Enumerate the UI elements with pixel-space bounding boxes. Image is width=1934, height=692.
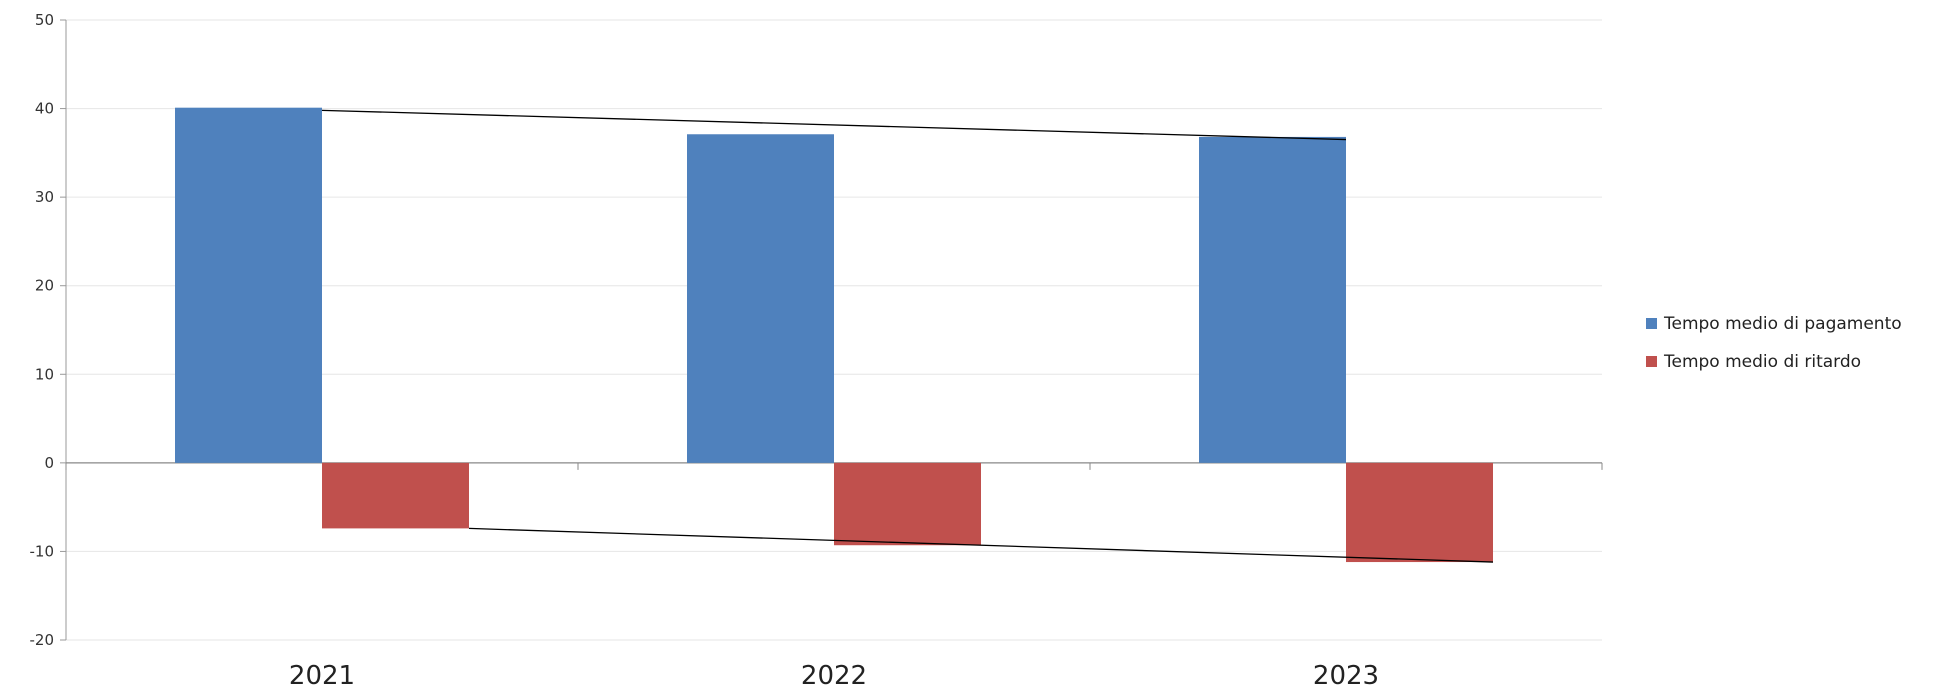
ytick-label: 40 (35, 100, 54, 118)
ytick-label: 0 (44, 454, 54, 472)
legend-swatch (1646, 318, 1657, 329)
bar-ritardo-2023 (1346, 462, 1493, 563)
bar-ritardo-2021 (322, 462, 469, 529)
legend-label: Tempo medio di ritardo (1663, 352, 1861, 372)
bar-pagamento-2022 (687, 134, 834, 463)
ytick-label: 10 (35, 365, 54, 383)
ytick-label: 30 (35, 188, 54, 206)
xtick-label: 2023 (1313, 661, 1379, 688)
ytick-label: -10 (30, 542, 55, 560)
trend-lines (321, 109, 1494, 563)
tick-labels: 50 40 30 20 10 0 -10 -20 2021 2022 2023 (30, 11, 1380, 691)
bar-pagamento-2023 (1199, 136, 1346, 463)
legend: Tempo medio di pagamento Tempo medio di r… (1646, 314, 1902, 372)
xtick-label: 2022 (801, 661, 867, 688)
ytick-label: 50 (35, 11, 54, 29)
bar-pagamento-2021 (175, 107, 322, 463)
xtick-label: 2021 (289, 661, 355, 688)
ytick-label: 20 (35, 277, 54, 295)
legend-label: Tempo medio di pagamento (1663, 314, 1902, 334)
legend-swatch (1646, 356, 1657, 367)
trend-line-ritardo (468, 527, 1494, 563)
ytick-label: -20 (30, 631, 55, 649)
trend-line-pagamento (321, 109, 1347, 141)
bar-ritardo-2022 (834, 462, 981, 546)
bars (175, 107, 1493, 563)
